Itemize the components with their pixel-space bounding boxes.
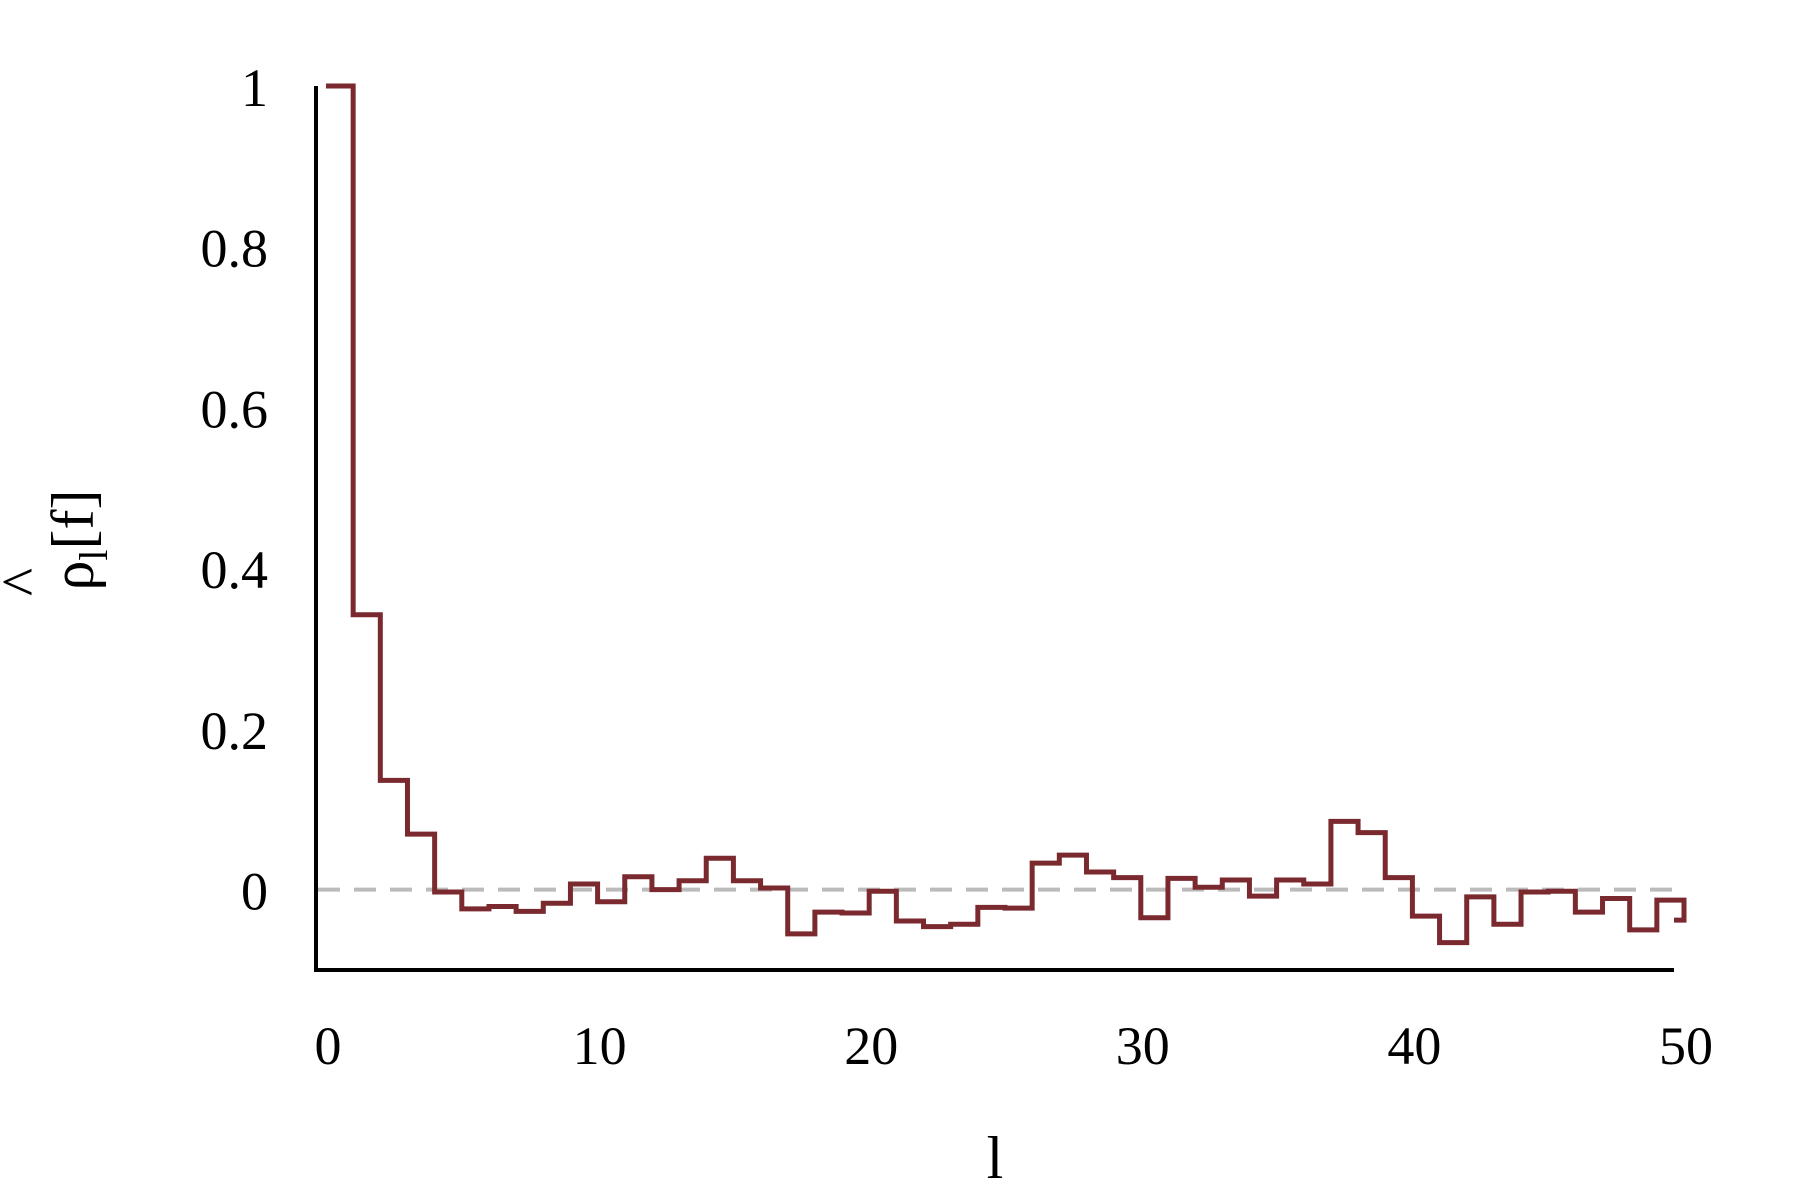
- x-tick-label: 20: [844, 1016, 898, 1076]
- y-tick-label: 0.2: [201, 701, 269, 761]
- x-tick-label: 10: [573, 1016, 627, 1076]
- y-axis-label-suffix: [f]: [40, 489, 106, 549]
- series-layer: [326, 83, 1687, 946]
- acf-step-series: [326, 83, 1687, 946]
- x-tick-label: 40: [1387, 1016, 1441, 1076]
- y-tick-label: 0.6: [201, 379, 269, 439]
- y-axis-label-sub: l: [71, 549, 116, 560]
- x-tick-label: 0: [315, 1016, 342, 1076]
- x-tick-label: 50: [1659, 1016, 1713, 1076]
- y-tick-label: 1: [241, 58, 268, 118]
- y-tick-labels: 0 0.2 0.4 0.6 0.8 1: [201, 58, 269, 922]
- y-tick-label: 0.8: [201, 219, 269, 279]
- y-tick-label: 0.4: [201, 540, 269, 600]
- x-tick-labels: 0 10 20 30 40 50: [315, 1016, 1714, 1076]
- svg-text:ρl[f]: ρl[f]: [40, 489, 116, 590]
- y-tick-label: 0: [241, 862, 268, 922]
- y-axis-label: ρl[f] ^: [0, 489, 116, 596]
- x-axis-label: l: [987, 1125, 1004, 1191]
- x-tick-label: 30: [1116, 1016, 1170, 1076]
- y-axis-label-main: ρ: [40, 561, 106, 591]
- axes-layer: [314, 86, 1674, 972]
- y-axis-label-hat: ^: [0, 568, 56, 596]
